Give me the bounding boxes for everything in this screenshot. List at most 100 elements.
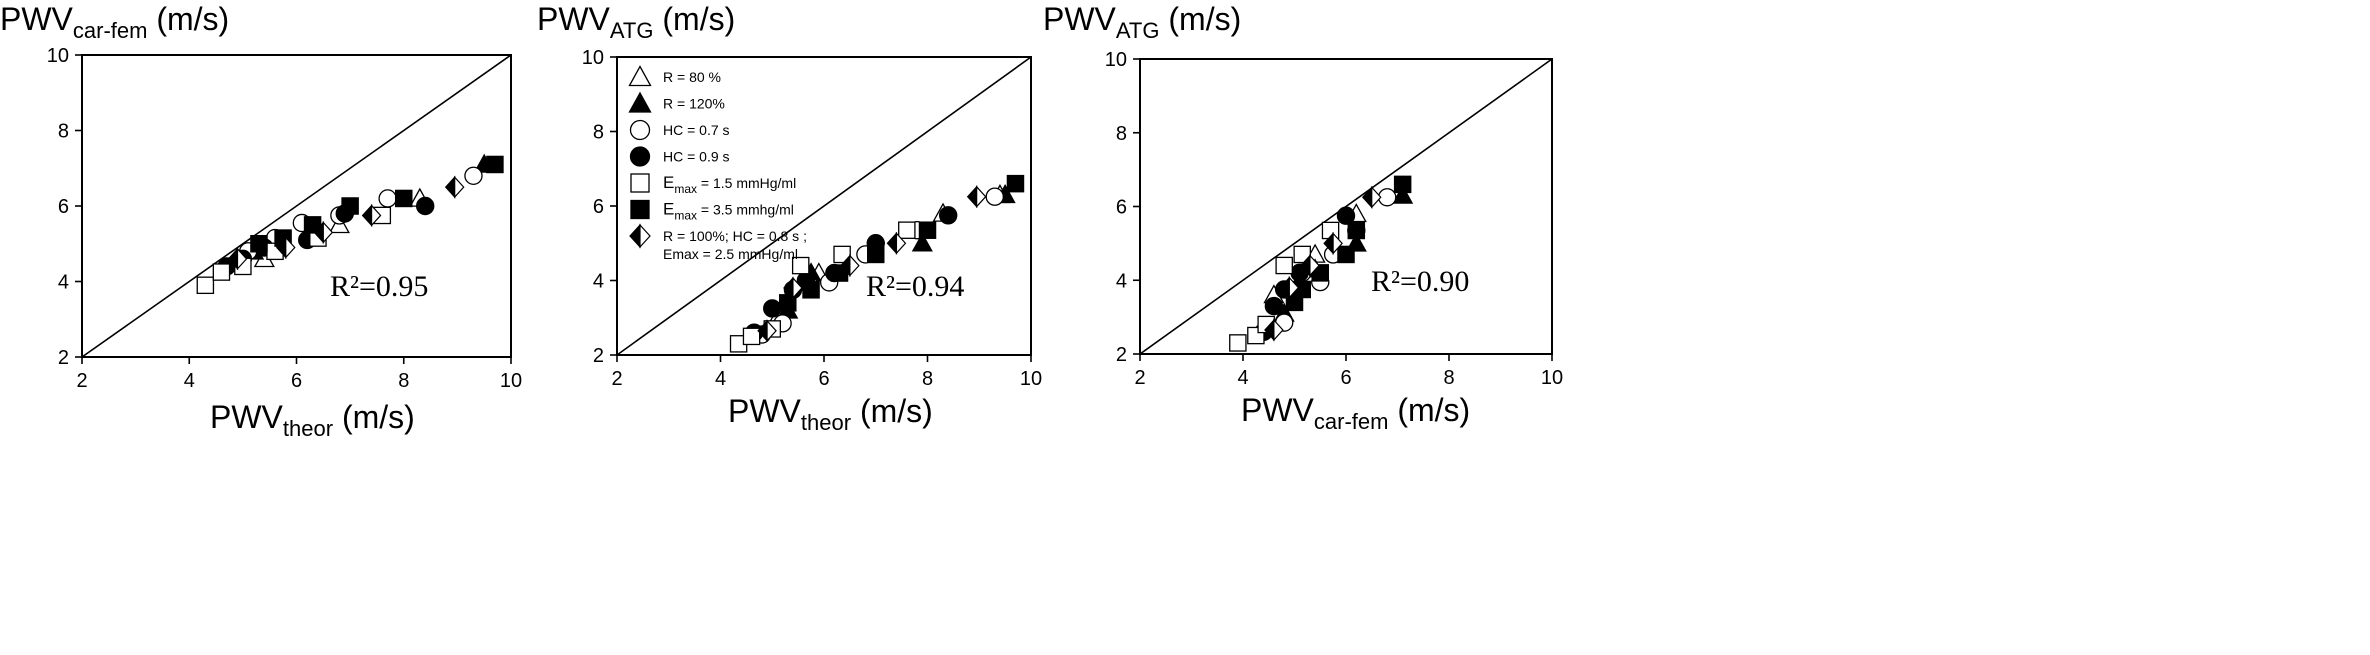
data-point-right-half — [1288, 276, 1300, 300]
data-point — [1229, 334, 1247, 352]
data-point — [1361, 185, 1382, 209]
x-tick-label: 8 — [398, 370, 409, 392]
y-axis-label-main: PWV — [537, 1, 611, 37]
x-axis-label-unit: (m/s) — [851, 393, 933, 429]
y-axis-label-unit: (m/s) — [147, 1, 229, 37]
y-tick-label: 8 — [1116, 123, 1127, 145]
data-point — [361, 203, 382, 227]
data-point — [1392, 184, 1414, 204]
data-point — [212, 263, 231, 281]
data-point-right-half — [766, 319, 777, 343]
data-point-left-half — [361, 203, 373, 227]
data-point-left-half — [444, 175, 456, 199]
data-point-right-half — [236, 247, 248, 271]
data-point — [985, 187, 1004, 206]
x-tick-label: 2 — [611, 368, 622, 390]
x-tick-label: 2 — [1134, 367, 1145, 389]
legend-marker — [629, 119, 651, 141]
data-point-right-half — [849, 254, 860, 278]
data-point — [1279, 276, 1300, 300]
legend-label-text: HC = 0.7 s — [663, 122, 730, 138]
series-6 — [250, 155, 504, 253]
data-point — [1264, 296, 1284, 316]
data-point — [1300, 254, 1320, 277]
x-tick-label: 6 — [818, 368, 829, 390]
x-tick-label: 4 — [715, 368, 726, 390]
legend-marker — [629, 146, 651, 167]
data-point-right-half — [370, 203, 382, 227]
data-point — [757, 319, 777, 343]
data-point — [464, 166, 483, 186]
data-point — [802, 281, 820, 299]
x-axis-label-main: PWV — [210, 399, 284, 435]
data-point-right-half — [322, 220, 334, 244]
x-axis-label: PWVcar-fem (m/s) — [1241, 392, 1470, 434]
y-tick-label: 6 — [58, 196, 69, 218]
series-7 — [757, 185, 987, 343]
y-tick-label: 4 — [593, 271, 604, 293]
data-point-right-half — [1332, 231, 1343, 255]
data-point — [250, 234, 268, 253]
y-tick-label: 4 — [1116, 270, 1127, 292]
data-point-right-half — [895, 231, 907, 255]
data-point — [486, 155, 504, 174]
legend-marker-right-half — [639, 223, 651, 249]
data-point — [378, 189, 397, 208]
series-7 — [1264, 185, 1382, 342]
legend-label-text: E — [663, 173, 674, 192]
data-point-right-half — [976, 185, 987, 209]
r-squared-label: R²=0.95 — [330, 270, 428, 303]
data-point-right-half — [454, 175, 465, 199]
series-7 — [227, 175, 465, 271]
data-point — [444, 175, 465, 199]
data-point — [1337, 245, 1355, 264]
r-squared-label: R²=0.90 — [1371, 265, 1469, 298]
y-tick-label: 10 — [582, 47, 604, 69]
data-point — [911, 232, 933, 252]
y-tick-label: 8 — [593, 122, 604, 144]
x-axis-label-subscript: theor — [801, 410, 851, 435]
data-point — [313, 220, 334, 244]
legend-label: R = 120% — [663, 96, 725, 112]
data-point — [898, 221, 916, 239]
y-axis-label-unit: (m/s) — [1159, 1, 1241, 37]
data-point — [783, 276, 803, 300]
y-tick-label: 8 — [58, 121, 69, 143]
y-axis-label-subscript: car-fem — [73, 18, 148, 43]
data-point-right-half — [1309, 254, 1320, 277]
data-point — [840, 254, 860, 278]
data-point — [939, 206, 958, 225]
y-tick-label: 4 — [58, 272, 69, 294]
y-axis-label-subscript: ATG — [610, 18, 654, 43]
data-point — [341, 197, 359, 215]
y-axis-label-main: PWV — [1043, 1, 1117, 37]
series-6 — [1285, 175, 1412, 312]
x-tick-label: 4 — [184, 370, 195, 392]
legend-label-subscript: max — [674, 209, 697, 223]
x-axis-label-subscript: theor — [283, 416, 333, 441]
y-tick-label: 6 — [1116, 197, 1127, 219]
data-point — [791, 256, 810, 275]
data-point — [742, 327, 761, 346]
legend-label-text: R = 80 % — [663, 69, 721, 85]
x-tick-label: 10 — [1541, 367, 1563, 389]
data-point — [763, 299, 782, 318]
data-point — [966, 185, 987, 209]
x-axis-label-unit: (m/s) — [333, 399, 415, 435]
y-axis-label-subscript: ATG — [1116, 18, 1160, 43]
legend-label: HC = 0.7 s — [663, 122, 730, 138]
series-1 — [766, 184, 1011, 327]
data-point — [918, 221, 937, 239]
y-tick-label: 10 — [47, 45, 69, 67]
identity-line — [1139, 58, 1553, 355]
x-axis-label-unit: (m/s) — [1388, 392, 1470, 428]
data-point — [779, 294, 797, 312]
data-point — [886, 231, 907, 255]
legend-marker — [630, 199, 650, 220]
y-axis-label: PWVATG (m/s) — [537, 1, 735, 43]
x-axis-label-main: PWV — [728, 393, 802, 429]
